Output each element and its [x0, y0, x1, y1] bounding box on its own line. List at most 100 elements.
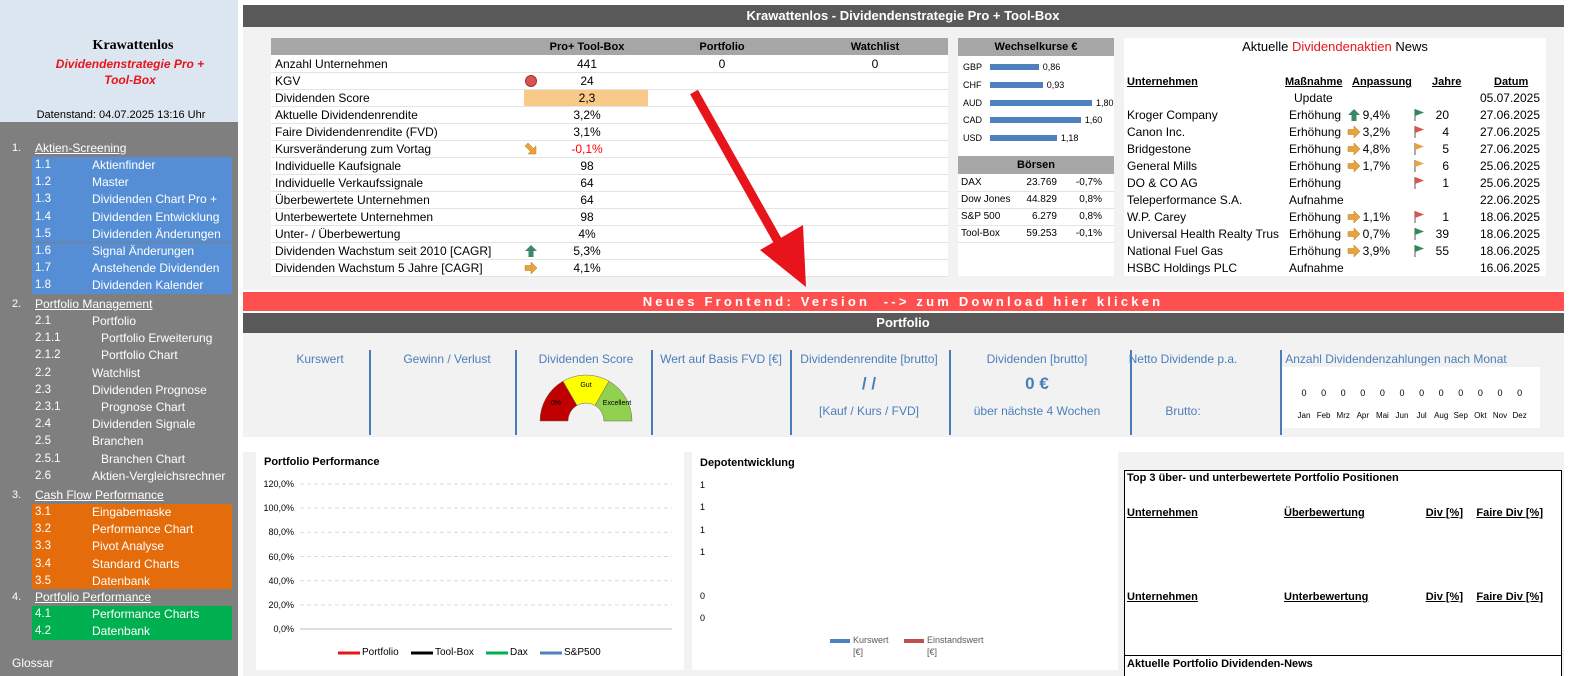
icon [1347, 210, 1361, 224]
month-label: Mrz [1336, 411, 1350, 420]
menu-item[interactable]: Master [92, 175, 129, 190]
kpi-label: Dividenden Wachstum 5 Jahre [CAGR] [275, 261, 483, 275]
kpi-label: Individuelle Verkaufssignale [275, 176, 424, 190]
portfolio-news-title: Aktuelle Portfolio Dividenden-News [1127, 658, 1313, 670]
index-name: DAX [961, 177, 982, 188]
fx-value: 0,86 [1042, 62, 1061, 72]
portfolio-title: Portfolio [876, 315, 930, 330]
y-tick-label: 40,0% [268, 575, 294, 586]
y-tick-label: 80,0% [268, 527, 294, 538]
flag-cloth [1415, 126, 1424, 133]
menu-item[interactable]: Datenbank [92, 624, 151, 639]
menu-number: 2.3 [35, 383, 51, 396]
menu-item[interactable]: Datenbank [92, 573, 151, 588]
kpi-value: 24 [580, 74, 594, 88]
menu-item-bg [32, 364, 232, 382]
kpi-value: 64 [580, 176, 594, 190]
y-tick-label: 1 [700, 502, 706, 512]
menu-item[interactable]: Dividenden Kalender [92, 278, 204, 293]
menu-item[interactable]: Branchen [92, 434, 144, 449]
menu-item[interactable]: Signal Änderungen [92, 244, 195, 258]
perf-title: Portfolio Performance [264, 456, 380, 468]
menu-item[interactable]: Branchen Chart [101, 451, 186, 466]
menu-item[interactable]: Performance Charts [92, 607, 200, 621]
menu-item[interactable]: Dividenden Entwicklung [92, 209, 220, 224]
gauge [539, 374, 633, 422]
month-count: 0 [1321, 388, 1327, 398]
menu-item[interactable]: Dividenden Prognose [92, 382, 207, 397]
news-company[interactable]: Bridgestone [1127, 142, 1192, 156]
tile-title: Netto Dividende p.a. [1128, 352, 1238, 366]
news-change: 4,8% [1362, 142, 1390, 156]
news-company[interactable]: W.P. Carey [1127, 210, 1187, 224]
menu-item[interactable]: Watchlist [92, 365, 141, 380]
news-company[interactable]: Teleperformance S.A. [1127, 193, 1243, 207]
menu-number: 1.7 [35, 262, 51, 275]
news-company[interactable]: National Fuel Gas [1127, 244, 1224, 258]
menu-item[interactable]: Dividenden Signale [92, 417, 196, 432]
news-change: 1,7% [1362, 159, 1390, 173]
menu-item[interactable]: Standard Charts [92, 556, 180, 571]
news-company[interactable]: General Mills [1127, 159, 1198, 173]
news-date: 05.07.2025 [1479, 91, 1540, 105]
kpi-value: -0,1% [571, 142, 603, 156]
news-measure: Aufnahme [1289, 261, 1344, 275]
news-measure: Erhöhung [1289, 125, 1342, 139]
month-count: 0 [1517, 388, 1523, 398]
news-years: 20 [1435, 108, 1449, 122]
icon [524, 142, 537, 155]
menu-number: 1.8 [35, 279, 51, 292]
news-measure: Erhöhung [1289, 159, 1342, 173]
top3-column: Div [%] [1425, 591, 1463, 603]
menu-item[interactable]: Aktien-Vergleichsrechner [92, 468, 226, 483]
menu-item[interactable]: Portfolio Erweiterung [101, 331, 213, 346]
news-date: 16.06.2025 [1479, 261, 1540, 275]
banner[interactable]: Neues Frontend: Version --> zum Download… [642, 294, 1164, 309]
menu-item[interactable]: Eingabemaske [92, 505, 172, 519]
kpi-label: Anzahl Unternehmen [275, 57, 388, 71]
tile-value: / / [861, 374, 877, 393]
menu-item[interactable]: Portfolio Chart [101, 348, 178, 363]
section-title[interactable]: Portfolio Performance [35, 590, 152, 604]
tile-separator [651, 350, 653, 435]
month-chart [1282, 367, 1540, 428]
news-company[interactable]: Kroger Company [1127, 108, 1218, 122]
section-title[interactable]: Portfolio Management [35, 297, 153, 311]
menu-item[interactable]: Prognose Chart [101, 400, 186, 414]
kpi-label: Faire Dividendenrendite (FVD) [275, 125, 438, 139]
legend-label: Einstandswert [€] [927, 635, 984, 657]
month-label: Aug [1434, 411, 1449, 420]
news-company[interactable]: HSBC Holdings PLC [1127, 261, 1238, 275]
menu-item-bg [32, 259, 232, 277]
menu-item[interactable]: Dividenden Chart Pro + [92, 192, 218, 207]
kpi-value: 64 [580, 193, 594, 207]
menu-item[interactable]: Dividenden Änderungen [92, 226, 221, 241]
top3-column: Unternehmen [1127, 507, 1198, 519]
glossar[interactable]: Glossar [12, 656, 54, 670]
tile-title: Wert auf Basis FVD [€] [660, 352, 782, 366]
menu-item[interactable]: Aktienfinder [92, 158, 156, 172]
y-tick-label: 1 [700, 480, 706, 490]
section-title[interactable]: Cash Flow Performance [35, 488, 164, 502]
news-company[interactable]: Universal Health Realty Trus [1127, 227, 1280, 241]
menu-item[interactable]: Performance Chart [92, 522, 194, 537]
news-company[interactable]: Canon Inc. [1127, 125, 1186, 139]
menu-number: 2.1.1 [35, 332, 61, 345]
kpi-row-line [271, 157, 948, 158]
news-company[interactable]: DO & CO AG [1127, 176, 1198, 190]
flag [1414, 109, 1424, 121]
menu-item[interactable]: Portfolio [92, 314, 137, 328]
month-count: 0 [1379, 388, 1385, 398]
index-name: Tool-Box [961, 228, 1000, 239]
news-title-part: Aktuelle [1242, 39, 1293, 54]
section-title[interactable]: Aktien-Screening [35, 141, 127, 155]
top3-column: Unternehmen [1127, 591, 1198, 603]
menu-item[interactable]: Anstehende Dividenden [92, 261, 220, 276]
legend-label: Tool-Box [435, 647, 474, 658]
menu-number: 2.5 [35, 435, 51, 448]
menu-item-bg [32, 173, 232, 191]
news-date: 25.06.2025 [1479, 176, 1540, 190]
menu-item[interactable]: Pivot Analyse [92, 539, 165, 554]
tile-separator [790, 350, 792, 435]
y-tick-label: 60,0% [268, 551, 294, 562]
